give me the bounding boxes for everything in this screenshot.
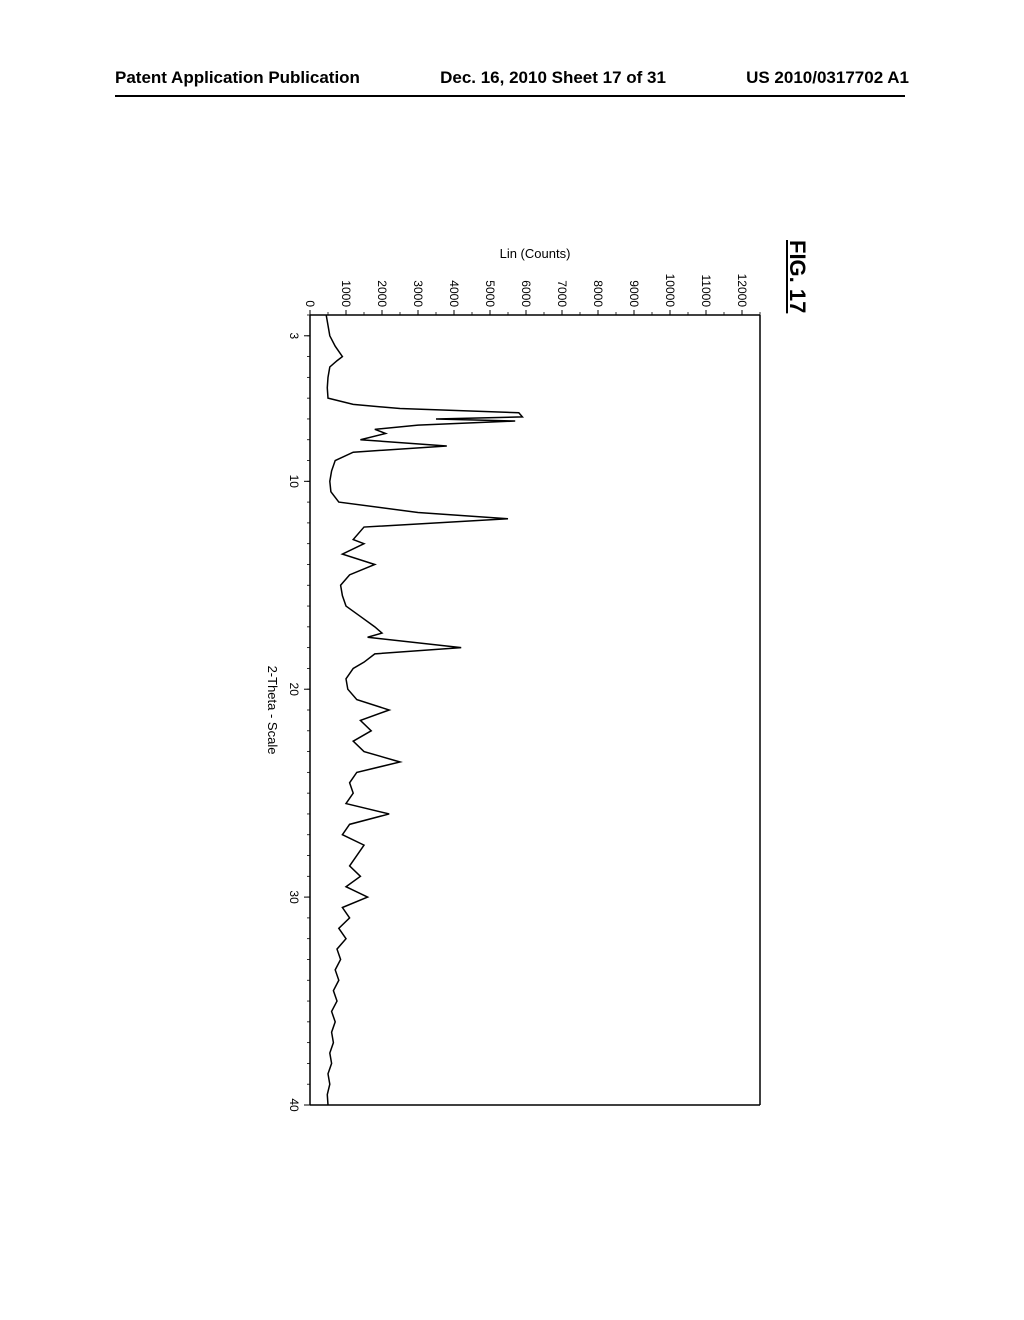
svg-text:10000: 10000: [663, 274, 677, 308]
svg-text:7000: 7000: [555, 280, 569, 307]
svg-text:2-Theta - Scale: 2-Theta - Scale: [265, 666, 280, 755]
figure-title: FIG. 17: [784, 240, 810, 313]
svg-text:10: 10: [287, 475, 301, 489]
svg-text:20: 20: [287, 683, 301, 697]
header-left: Patent Application Publication: [115, 68, 360, 88]
header-rule: [115, 95, 905, 97]
svg-text:3000: 3000: [411, 280, 425, 307]
svg-text:8000: 8000: [591, 280, 605, 307]
svg-text:6000: 6000: [519, 280, 533, 307]
svg-text:12000: 12000: [735, 274, 749, 308]
svg-text:Lin (Counts): Lin (Counts): [500, 246, 571, 261]
header-right: US 2010/0317702 A1: [746, 68, 909, 88]
svg-text:3: 3: [287, 332, 301, 339]
page-header: Patent Application Publication Dec. 16, …: [0, 68, 1024, 88]
svg-text:11000: 11000: [699, 275, 713, 308]
rotated-content: FIG. 17 0 1000 2000 3000 4000 5000 6000 7000 800…: [220, 170, 820, 1150]
figure-container: FIG. 17 01000200030004000500060007000800…: [30, 360, 1010, 960]
svg-text:4000: 4000: [447, 280, 461, 307]
svg-text:30: 30: [287, 890, 301, 904]
xrd-chart: 0 1000 2000 3000 4000 5000 6000 7000 8000 9000 100…: [250, 240, 770, 1120]
svg-text:5000: 5000: [483, 280, 497, 307]
svg-text:40: 40: [287, 1098, 301, 1112]
svg-text:1000: 1000: [339, 280, 353, 307]
header-center: Dec. 16, 2010 Sheet 17 of 31: [440, 68, 666, 88]
svg-text:9000: 9000: [627, 280, 641, 307]
svg-text:2000: 2000: [375, 280, 389, 307]
svg-text:0: 0: [303, 300, 317, 307]
